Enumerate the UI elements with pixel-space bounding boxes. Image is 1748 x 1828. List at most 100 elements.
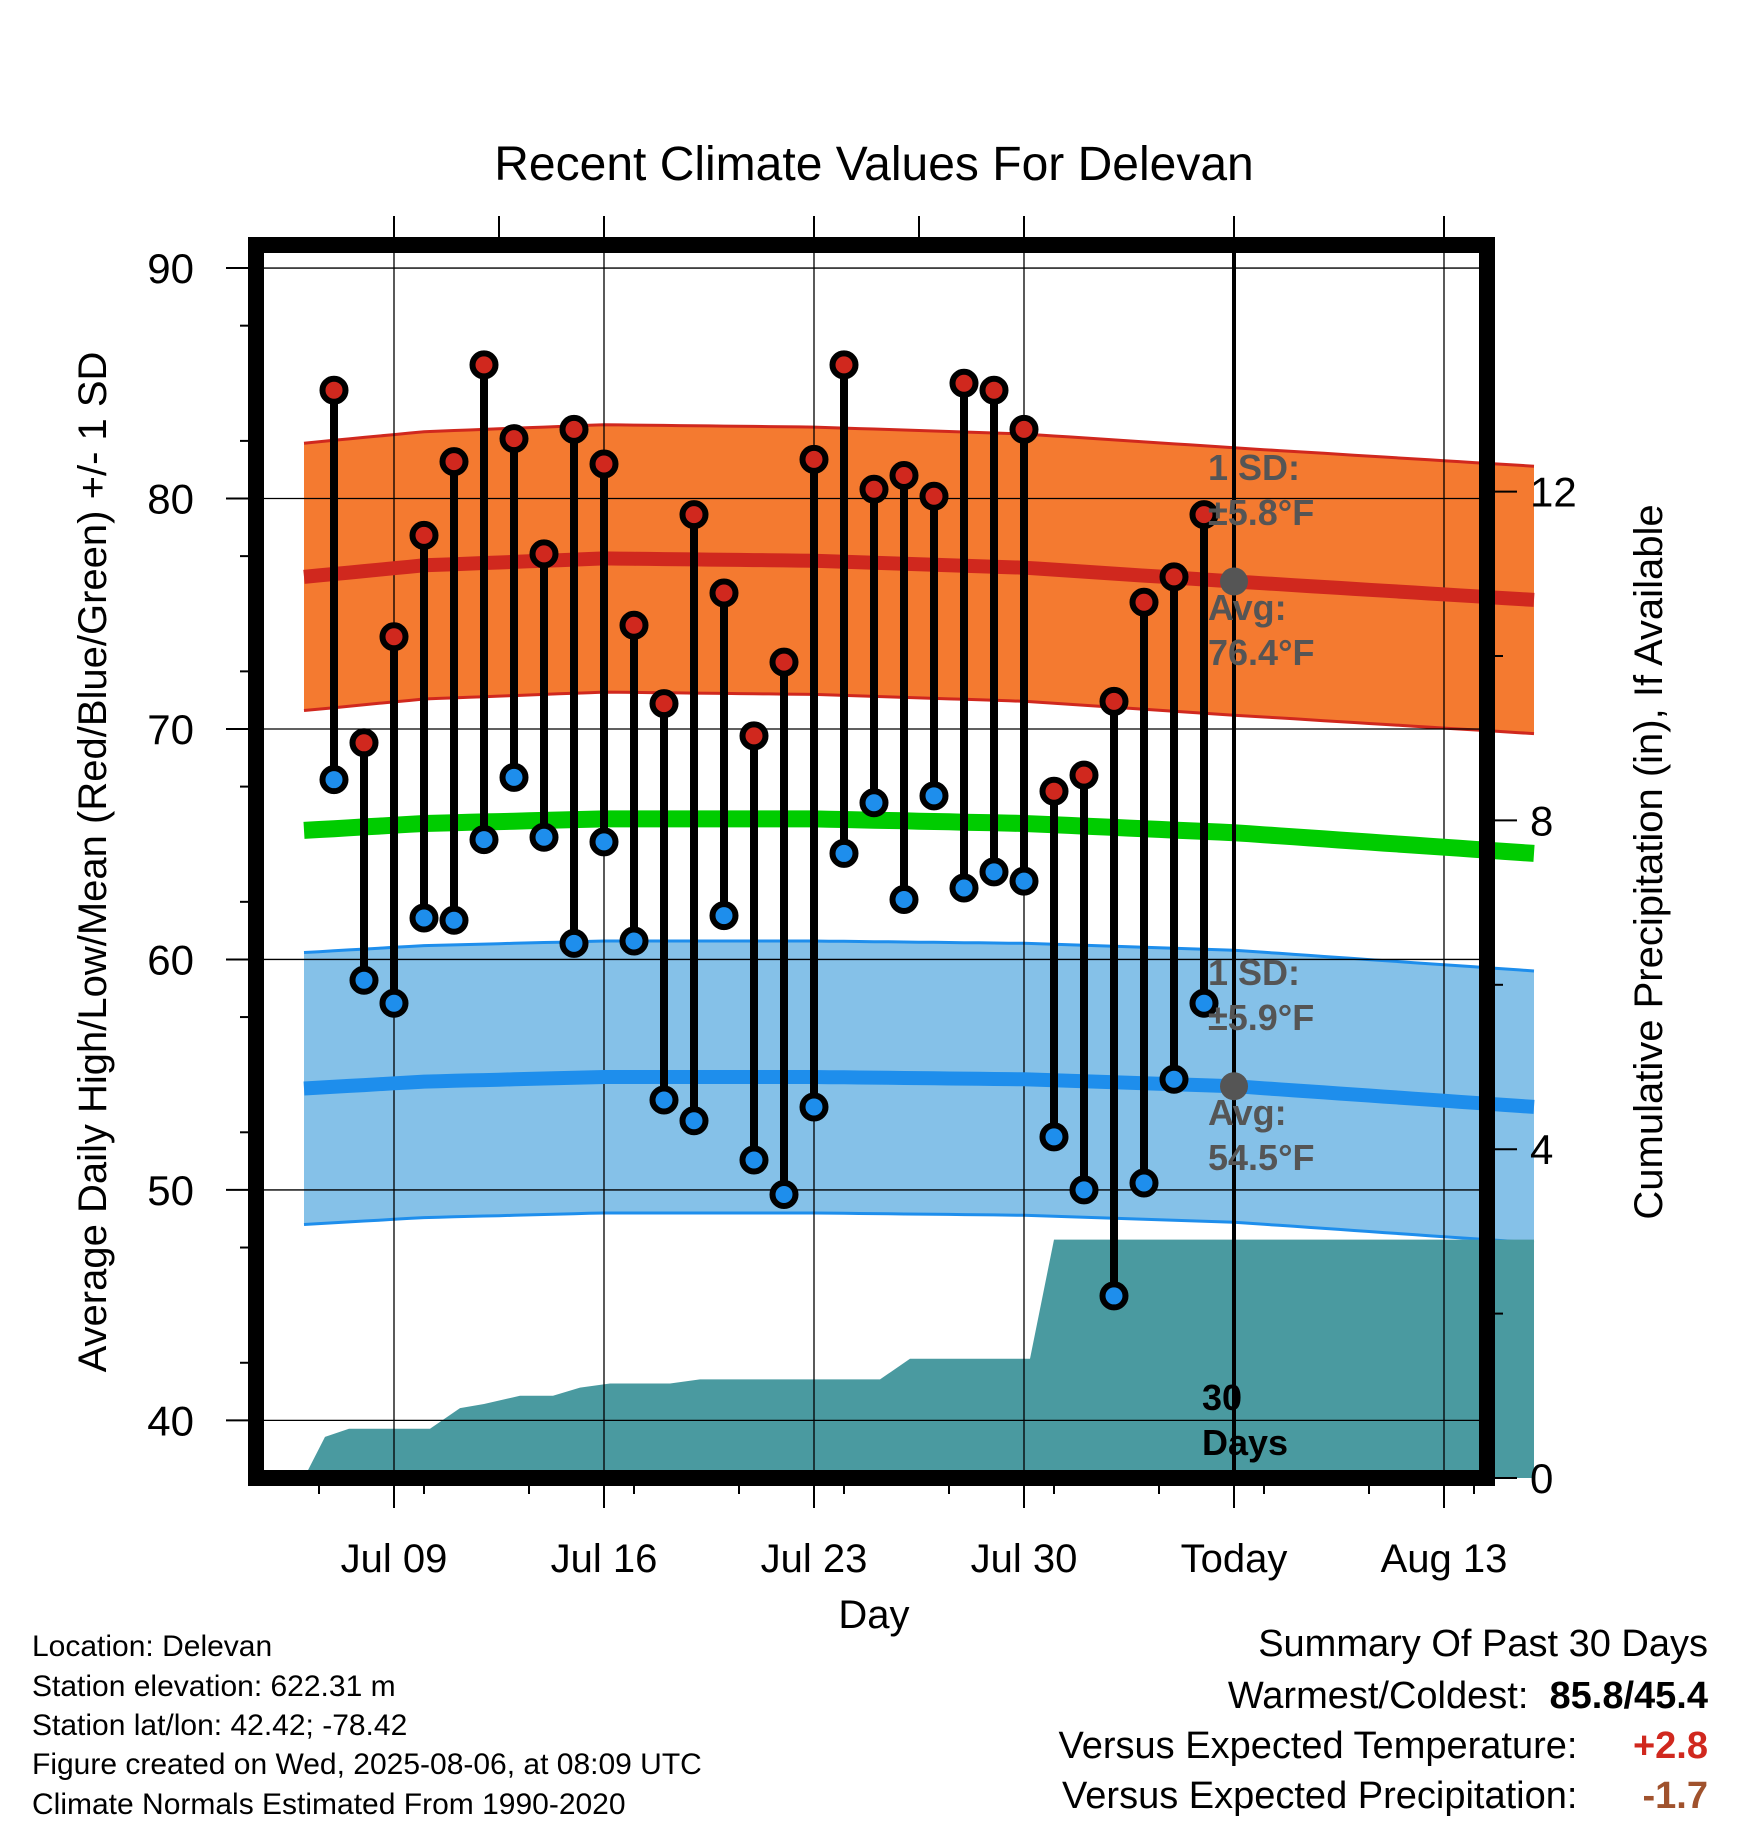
day-high-point <box>379 622 409 652</box>
day-high-point <box>649 689 679 719</box>
day-high-point <box>679 500 709 530</box>
day-high-point <box>349 728 379 758</box>
y-axis-label: Average Daily High/Low/Mean (Red/Blue/Gr… <box>71 352 115 1373</box>
day-high-point <box>829 350 859 380</box>
day-low-point <box>559 928 589 958</box>
summary-precip: Versus Expected Precipitation: -1.7 <box>1062 1776 1708 1816</box>
day-high-point <box>979 375 1009 405</box>
day-high-point <box>529 539 559 569</box>
x-tick-label: Jul 30 <box>971 1537 1078 1581</box>
high-avg-label: Avg: <box>1208 587 1287 628</box>
y2-tick-label: 0 <box>1530 1455 1553 1502</box>
x-tick-label: Aug 13 <box>1381 1537 1508 1581</box>
day-low-point <box>1189 988 1219 1018</box>
day-low-point <box>1099 1281 1129 1311</box>
low-sd-label: 1 SD: <box>1208 952 1300 993</box>
day-high-point <box>769 647 799 677</box>
day-low-point <box>829 838 859 868</box>
x-tick-label: Today <box>1181 1537 1288 1581</box>
day-high-point <box>409 520 439 550</box>
y2-tick-label: 4 <box>1530 1126 1553 1173</box>
day-low-point <box>499 762 529 792</box>
low-sd-upper-edge <box>303 939 1535 973</box>
day-high-point <box>559 414 589 444</box>
precip-days-label-1: 30 <box>1202 1377 1242 1418</box>
low-sd-band <box>304 941 1534 1243</box>
cumulative-precip-area <box>304 1239 1534 1478</box>
day-high-point <box>439 447 469 477</box>
precip-area <box>304 1239 1534 1478</box>
day-high-point <box>1009 414 1039 444</box>
day-high-point <box>949 368 979 398</box>
y-tick-label: 70 <box>147 706 194 753</box>
day-low-point <box>319 765 349 795</box>
summary-precip-value: -1.7 <box>1642 1775 1708 1817</box>
day-high-point <box>1069 760 1099 790</box>
day-low-point <box>979 857 1009 887</box>
day-low-point <box>349 965 379 995</box>
day-high-point <box>1039 776 1069 806</box>
info-normals: Climate Normals Estimated From 1990-2020 <box>32 1788 626 1821</box>
plot-border <box>248 237 1495 1486</box>
today-high-avg-marker <box>1220 567 1248 596</box>
day-low-point <box>649 1085 679 1115</box>
day-high-point <box>799 444 829 474</box>
chart-title: Recent Climate Values For Delevan <box>494 138 1253 191</box>
day-high-point <box>589 449 619 479</box>
day-low-point <box>529 822 559 852</box>
plot-frame <box>248 237 1495 1486</box>
x-tick-label: Jul 09 <box>341 1537 448 1581</box>
day-low-point <box>949 873 979 903</box>
chart-labels: Recent Climate Values For Delevan Day Aver… <box>71 138 1671 1637</box>
day-low-point <box>439 905 469 935</box>
summary-temp-value: +2.8 <box>1632 1725 1708 1767</box>
day-high-point <box>619 610 649 640</box>
low-sd-value: ±5.9°F <box>1208 997 1314 1038</box>
high-sd-lower-edge <box>303 690 1535 736</box>
day-low-point <box>709 901 739 931</box>
day-low-point <box>889 885 919 915</box>
day-high-point <box>889 460 919 490</box>
mean-normal-line <box>303 810 1535 862</box>
day-low-point <box>619 926 649 956</box>
day-low-point <box>1069 1175 1099 1205</box>
info-elevation: Station elevation: 622.31 m <box>32 1670 396 1703</box>
high-avg-value: 76.4°F <box>1208 632 1314 673</box>
day-low-point <box>679 1106 709 1136</box>
summary-warm-cold-value: 85.8/45.4 <box>1549 1675 1708 1717</box>
y-tick-label: 60 <box>147 936 194 983</box>
day-high-point <box>1129 587 1159 617</box>
high-sd-label: 1 SD: <box>1208 447 1300 488</box>
summary-warm-cold: Warmest/Coldest: 85.8/45.4 <box>1228 1676 1708 1716</box>
x-tick-label: Jul 23 <box>761 1537 868 1581</box>
day-low-point <box>1039 1122 1069 1152</box>
summary-warm-cold-label: Warmest/Coldest: <box>1227 1675 1529 1717</box>
day-low-point <box>1159 1064 1189 1094</box>
day-low-point <box>589 827 619 857</box>
y2-tick-label: 8 <box>1530 797 1553 844</box>
summary-title: Summary Of Past 30 Days <box>1258 1623 1708 1665</box>
info-latlon: Station lat/lon: 42.42; -78.42 <box>32 1709 408 1742</box>
day-low-point <box>1009 866 1039 896</box>
low-sd-lower-edge <box>303 1211 1535 1245</box>
daily-values <box>319 350 1219 1311</box>
day-high-point <box>319 375 349 405</box>
day-high-point <box>919 481 949 511</box>
today-low-avg-marker <box>1220 1072 1248 1101</box>
day-high-point <box>1189 500 1219 530</box>
x-tick-label: Jul 16 <box>551 1537 658 1581</box>
day-high-point <box>1099 686 1129 716</box>
y2-axis-label: Cumulative Precipitation (in), If Availa… <box>1627 504 1671 1219</box>
info-created: Figure created on Wed, 2025-08-06, at 08… <box>32 1748 702 1781</box>
day-low-point <box>919 781 949 811</box>
high-sd-band <box>304 424 1534 734</box>
day-high-point <box>499 424 529 454</box>
high-normal-line <box>303 551 1535 607</box>
day-low-point <box>1129 1168 1159 1198</box>
x-axis-label: Day <box>838 1593 909 1637</box>
low-avg-value: 54.5°F <box>1208 1137 1314 1178</box>
normal-bands <box>303 423 1535 1245</box>
day-high-point <box>739 721 769 751</box>
day-high-point <box>469 350 499 380</box>
